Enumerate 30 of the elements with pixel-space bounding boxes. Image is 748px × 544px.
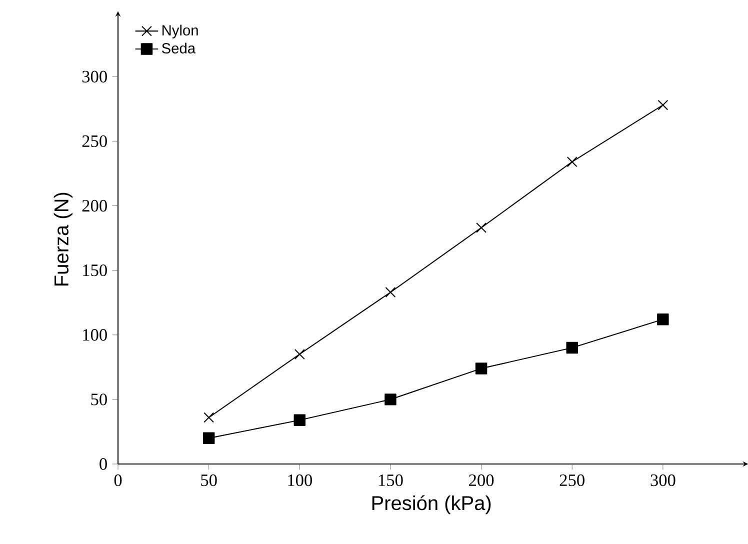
x-axis-title: Presión (kPa) (372, 495, 491, 514)
y-tick-label: 150 (83, 264, 107, 276)
x-tick-label: 100 (288, 474, 312, 486)
point (204, 412, 214, 423)
point (475, 362, 488, 374)
y-tick-label: 0 (100, 458, 107, 470)
legend-label: Seda (162, 42, 196, 54)
y-tick-label: 200 (82, 200, 107, 212)
y-tick-label: 100 (83, 329, 107, 341)
x-tick-label: 150 (378, 474, 403, 486)
x-tick-label: 0 (114, 474, 122, 486)
x-tick-label: 300 (650, 474, 676, 486)
point (385, 287, 396, 298)
legend-label: Nylon (162, 24, 198, 38)
point (566, 342, 578, 354)
x-tick-label: 50 (201, 474, 217, 486)
point (294, 348, 305, 360)
point (658, 100, 668, 110)
y-tick-label: 300 (82, 70, 107, 82)
point (657, 314, 669, 326)
y-tick-label: 250 (82, 135, 107, 148)
point (476, 222, 487, 233)
y-axis-title: Fuerza (N) (54, 192, 72, 286)
x-tick-label: 250 (560, 474, 584, 486)
point (202, 432, 215, 444)
x-tick-label: 200 (469, 474, 494, 486)
point (294, 414, 306, 426)
y-tick-label: 50 (91, 394, 107, 406)
point (566, 156, 578, 168)
point (384, 394, 396, 406)
